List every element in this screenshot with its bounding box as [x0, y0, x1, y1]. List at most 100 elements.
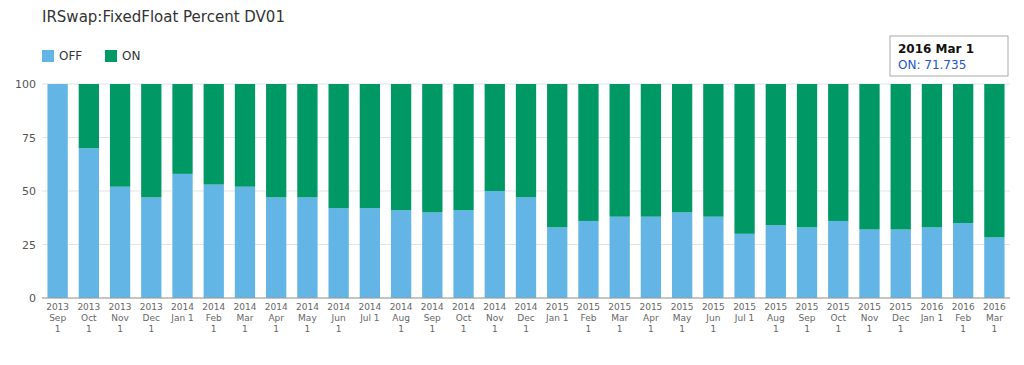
- x-tick-label-line: Jul 1: [734, 313, 754, 323]
- x-tick-label-line: 1: [336, 324, 342, 334]
- x-tick-label: 2015Apr1: [639, 302, 662, 334]
- x-tick-label-line: 2014: [234, 302, 257, 312]
- x-tick-label: 2015Jul 1: [733, 302, 756, 323]
- x-tick-label-line: 2014: [452, 302, 475, 312]
- x-tick-label: 2013Dec1: [140, 302, 163, 334]
- x-tick-label-line: 1: [898, 324, 904, 334]
- x-tick-label-line: 2013: [140, 302, 163, 312]
- x-tick-label: 2014Jul 1: [358, 302, 381, 323]
- x-tick-label-line: 2015: [827, 302, 850, 312]
- x-tick-label-line: 2015: [889, 302, 912, 312]
- x-tick-label-line: Jun: [705, 313, 720, 323]
- x-tick-label-line: 1: [305, 324, 311, 334]
- x-tick-label: 2014Jun1: [327, 302, 350, 334]
- bar: [641, 217, 661, 298]
- x-tick-label-line: 1: [960, 324, 966, 334]
- bar: [859, 230, 879, 298]
- x-tick-label-line: Aug: [392, 313, 410, 323]
- x-tick-label-line: May: [673, 313, 692, 323]
- x-tick-label-line: 1: [398, 324, 404, 334]
- x-tick-label: 2015Mar1: [608, 302, 631, 334]
- x-tick-label: 2015Nov1: [858, 302, 881, 334]
- chart: IRSwap:FixedFloat Percent DV010255075100…: [0, 0, 1024, 365]
- x-tick-label: 2016Feb1: [952, 302, 975, 334]
- bar: [734, 84, 754, 234]
- x-tick-label-line: Mar: [236, 313, 253, 323]
- x-tick-label-line: 1: [648, 324, 654, 334]
- x-tick-label-line: 1: [242, 324, 248, 334]
- bar: [422, 84, 442, 212]
- grid-line: [42, 298, 1010, 299]
- x-tick-label-line: Apr: [643, 313, 659, 323]
- x-tick-label-line: 2013: [109, 302, 132, 312]
- x-tick-label: 2014Jan 1: [170, 302, 194, 323]
- x-tick-label-line: 2015: [577, 302, 600, 312]
- bar: [672, 212, 692, 298]
- x-tick-label-line: 2015: [671, 302, 694, 312]
- x-tick-label-line: 2016: [920, 302, 943, 312]
- x-tick-label-line: 2014: [421, 302, 444, 312]
- bar: [859, 84, 879, 230]
- x-tick-label-line: Jan 1: [170, 313, 193, 323]
- y-tick-label: 100: [15, 78, 36, 91]
- bar: [984, 84, 1004, 237]
- bar: [891, 84, 911, 230]
- annotation: 2016 Mar 1ON: 71.735: [890, 36, 1008, 76]
- x-tick-label: 2015Jun1: [702, 302, 725, 334]
- bar: [547, 84, 567, 227]
- x-tick-label-line: Nov: [861, 313, 879, 323]
- x-tick-label-line: 2015: [639, 302, 662, 312]
- bar: [703, 84, 723, 217]
- bar: [453, 210, 473, 298]
- bar: [391, 210, 411, 298]
- y-axis: 0255075100: [15, 78, 1010, 305]
- x-tick-label: 2014May1: [296, 302, 319, 334]
- y-tick-label: 75: [22, 132, 36, 145]
- x-tick-label: 2015Sep1: [796, 302, 819, 334]
- bar: [953, 84, 973, 223]
- annotation-text: ON: 71.735: [898, 58, 966, 72]
- x-tick-label-line: 2014: [171, 302, 194, 312]
- x-tick-label-line: Apr: [268, 313, 284, 323]
- bar: [610, 84, 630, 217]
- x-tick-label-line: 2015: [608, 302, 631, 312]
- bar: [235, 84, 255, 187]
- x-tick-label-line: Jan 1: [545, 313, 568, 323]
- bar: [360, 208, 380, 298]
- x-tick-label: 2015May1: [671, 302, 694, 334]
- x-tick-label: 2014Dec1: [515, 302, 538, 334]
- y-tick-label: 25: [22, 239, 36, 252]
- x-tick-label-line: 2013: [77, 302, 100, 312]
- x-tick-label-line: 1: [992, 324, 998, 334]
- x-tick-label: 2013Oct1: [77, 302, 100, 334]
- x-tick-label-line: Jun: [331, 313, 346, 323]
- x-tick-label-line: Feb: [206, 313, 222, 323]
- x-tick-label-line: 1: [679, 324, 685, 334]
- bar: [578, 84, 598, 221]
- x-tick-label-line: Oct: [456, 313, 472, 323]
- legend-swatch: [42, 50, 54, 62]
- y-tick-label: 50: [22, 185, 36, 198]
- x-tick-label-line: 1: [492, 324, 498, 334]
- x-tick-label-line: 1: [117, 324, 123, 334]
- bar: [453, 84, 473, 210]
- x-tick-label-line: 1: [835, 324, 841, 334]
- x-tick-label-line: 2016: [983, 302, 1006, 312]
- bar: [172, 84, 192, 174]
- x-tick-label-line: 2014: [390, 302, 413, 312]
- x-tick-label-line: 2015: [764, 302, 787, 312]
- x-axis-line: [42, 298, 1010, 299]
- x-tick-label-line: 2015: [546, 302, 569, 312]
- bar: [204, 185, 224, 298]
- x-tick-label-line: 2015: [702, 302, 725, 312]
- x-tick-label: 2014Feb1: [202, 302, 225, 334]
- x-tick-label-line: Oct: [81, 313, 97, 323]
- x-tick-label-line: 2014: [483, 302, 506, 312]
- x-tick-label-line: 2015: [858, 302, 881, 312]
- bar: [266, 84, 286, 197]
- x-tick-label-line: Feb: [580, 313, 596, 323]
- x-tick-label-line: Mar: [611, 313, 628, 323]
- bar: [266, 197, 286, 298]
- x-tick-label-line: 1: [211, 324, 217, 334]
- bar: [516, 84, 536, 197]
